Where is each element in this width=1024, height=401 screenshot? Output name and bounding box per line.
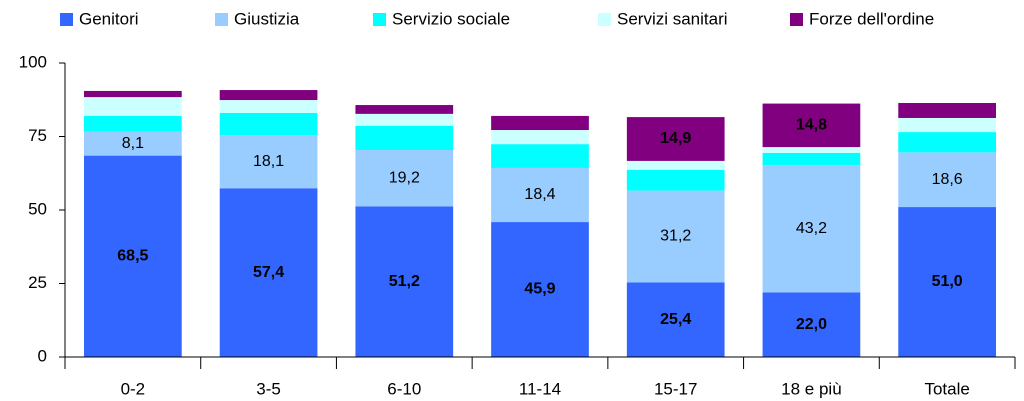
value-label: 57,4 — [253, 264, 284, 281]
x-tick-label: 0-2 — [121, 379, 146, 398]
bar-segment — [762, 165, 861, 293]
bar-segment — [219, 135, 318, 189]
bar-segment — [626, 117, 725, 161]
value-label: 8,1 — [122, 135, 144, 152]
bar-segment — [84, 90, 182, 98]
bar-segment — [762, 103, 861, 148]
value-label: 14,9 — [660, 130, 691, 147]
bar-segment — [219, 90, 318, 101]
x-tick-label: 18 e più — [781, 379, 842, 398]
legend-label: Servizi sanitari — [617, 9, 728, 28]
legend-swatch — [598, 13, 611, 26]
y-tick-label: 50 — [28, 199, 47, 218]
bar-segment — [491, 130, 589, 145]
x-tick-label: 11-14 — [519, 379, 561, 398]
value-label: 31,2 — [660, 228, 691, 245]
legend-swatch — [790, 13, 803, 26]
y-tick-label: 75 — [28, 126, 47, 145]
bar-segment — [491, 115, 589, 131]
legend-label: Giustizia — [234, 9, 300, 28]
bar-segment — [898, 132, 996, 153]
y-tick-label: 0 — [38, 346, 47, 365]
bar-segment — [898, 207, 996, 357]
bar-segment — [898, 152, 996, 208]
bar-segment — [762, 292, 861, 357]
bar-segment — [491, 222, 589, 357]
value-label: 45,9 — [524, 281, 555, 298]
value-label: 18,1 — [253, 153, 284, 170]
bar-segment — [898, 117, 996, 133]
legend-swatch — [60, 13, 73, 26]
value-label: 18,4 — [524, 186, 555, 203]
bar-segment — [219, 100, 318, 113]
y-tick-label: 100 — [19, 52, 47, 71]
bar-segment — [626, 160, 725, 171]
y-tick-label: 25 — [28, 273, 47, 292]
value-label: 25,4 — [660, 311, 691, 328]
value-label: 18,6 — [932, 171, 963, 188]
bar-segment — [355, 113, 454, 126]
legend-label: Servizio sociale — [392, 9, 510, 28]
bar-segment — [84, 155, 182, 357]
value-label: 19,2 — [389, 169, 420, 186]
value-label: 68,5 — [117, 248, 148, 265]
x-tick-label: Totale — [924, 379, 969, 398]
bar-segment — [219, 112, 318, 136]
x-tick-label: 3-5 — [256, 379, 281, 398]
bar-segment — [355, 150, 454, 207]
value-label: 51,2 — [389, 273, 420, 290]
bar-segment — [626, 190, 725, 283]
bar-segment — [355, 105, 454, 114]
bar-segment — [898, 102, 996, 118]
bar-segment — [355, 206, 454, 357]
legend-swatch — [373, 13, 386, 26]
bar-segment — [762, 152, 861, 166]
value-label: 43,2 — [796, 220, 827, 237]
bar-segment — [355, 125, 454, 151]
bar-segment — [626, 282, 725, 357]
value-label: 51,0 — [932, 273, 963, 290]
legend-label: Forze dell'ordine — [809, 9, 934, 28]
legend-label: Genitori — [79, 9, 139, 28]
value-label: 22,0 — [796, 316, 827, 333]
bar-segment — [762, 147, 861, 153]
x-tick-label: 15-17 — [654, 379, 697, 398]
value-label: 14,8 — [796, 117, 827, 134]
bar-segment — [84, 131, 182, 156]
bar-segment — [84, 115, 182, 132]
legend-swatch — [215, 13, 228, 26]
bar-segment — [491, 167, 589, 223]
bar-segment — [219, 188, 318, 357]
bar-segment — [626, 170, 725, 191]
x-tick-label: 6-10 — [387, 379, 421, 398]
bar-segment — [491, 144, 589, 168]
bar-segment — [84, 97, 182, 116]
